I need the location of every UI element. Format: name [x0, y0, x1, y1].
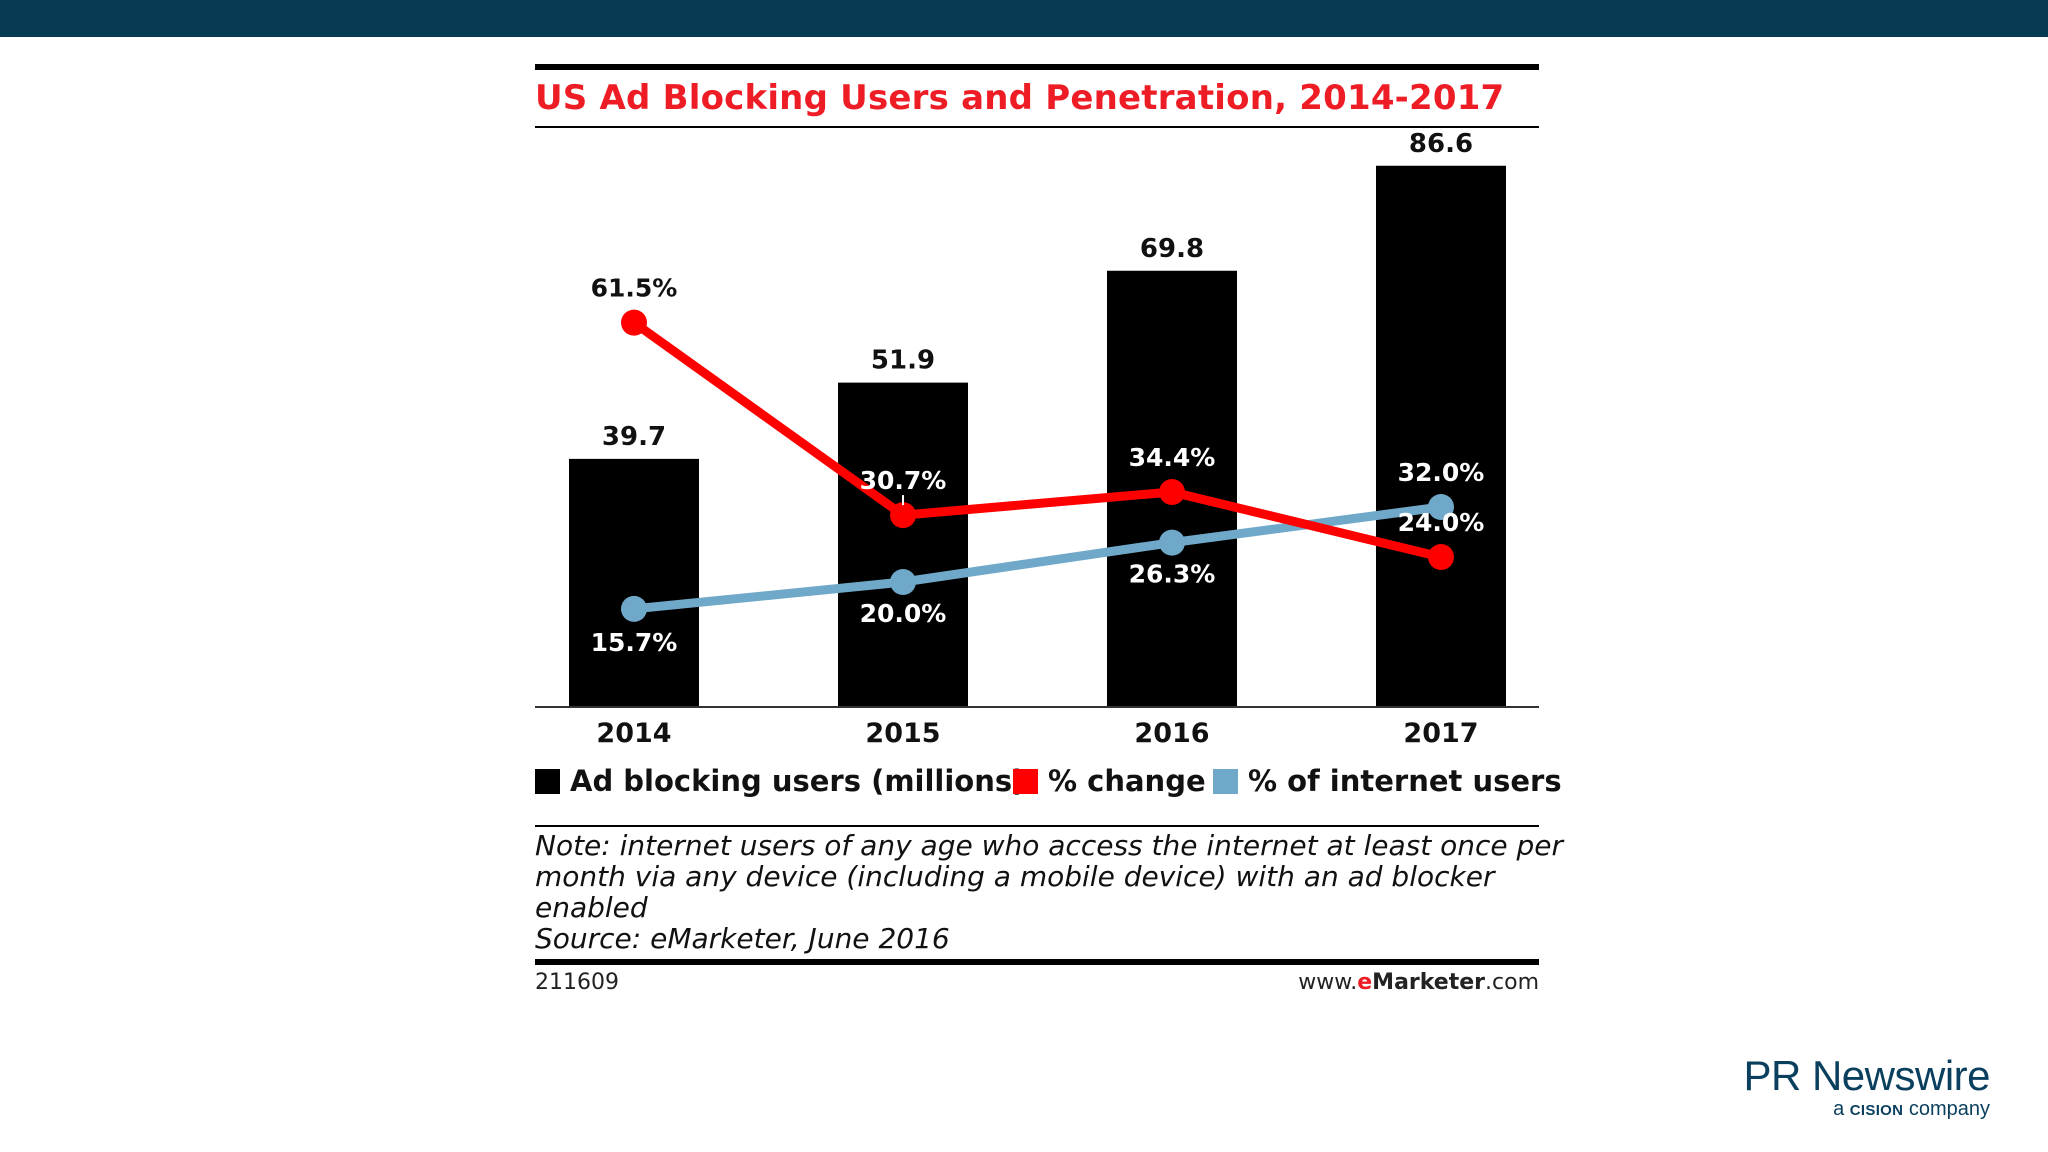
- legend-label-users: Ad blocking users (millions): [570, 764, 1026, 798]
- legend-item-change: % change: [1013, 764, 1206, 798]
- pct-change-label-2017: 24.0%: [1398, 508, 1485, 537]
- internet-users-line: [629, 502, 1446, 614]
- note-line-3: enabled: [535, 891, 648, 924]
- note-source: Source: eMarketer, June 2016: [535, 922, 950, 955]
- bar-value-label-2015: 51.9: [871, 346, 935, 376]
- tagline-prefix: a: [1833, 1098, 1845, 1120]
- pct-change-label-2015: 30.7%: [860, 466, 947, 495]
- pct-change-point-2014: [621, 309, 647, 336]
- pct-change-line: [629, 318, 1446, 562]
- x-tick-label-2016: 2016: [1134, 718, 1209, 749]
- chart-id: 211609: [535, 970, 619, 995]
- logo-wordmark: PR Newswire: [1743, 1052, 1990, 1099]
- url-suffix: .com: [1485, 970, 1539, 995]
- tagline-suffix: company: [1908, 1098, 1990, 1120]
- top-rule: [535, 64, 1539, 70]
- pct-change-point-2016: [1159, 479, 1185, 505]
- tagline-brand: CISION: [1849, 1102, 1904, 1119]
- legend-label-internet: % of internet users: [1248, 764, 1562, 798]
- footer-rule: [535, 959, 1539, 965]
- pct-change-point-2017: [1428, 544, 1454, 570]
- legend-label-change: % change: [1048, 764, 1206, 798]
- internet-users-label-2016: 26.3%: [1129, 560, 1216, 589]
- pct-change-label-2016: 34.4%: [1129, 443, 1216, 472]
- legend-item-internet: % of internet users: [1213, 764, 1562, 798]
- internet-users-point-2017: [1428, 494, 1454, 520]
- internet-users-label-2015: 20.0%: [860, 599, 947, 628]
- chart-title: US Ad Blocking Users and Penetration, 20…: [535, 78, 1505, 118]
- url-prefix: www.: [1298, 970, 1358, 995]
- chart-note: Note: internet users of any age who acce…: [535, 829, 1564, 955]
- internet-users-point-2015: [890, 569, 916, 595]
- url-brand: Marketer: [1372, 970, 1486, 995]
- x-tick-label-2015: 2015: [865, 718, 940, 749]
- note-top-rule: [535, 825, 1539, 827]
- x-tick-label-2017: 2017: [1403, 718, 1478, 749]
- bar-value-label-2017: 86.6: [1409, 129, 1473, 159]
- bar-2014: [569, 458, 699, 707]
- bar-value-label-2014: 39.7: [602, 422, 666, 452]
- source-url: www.eMarketer.com: [1290, 970, 1539, 995]
- note-line-2: month via any device (including a mobile…: [535, 860, 1495, 893]
- legend-swatch-users: [535, 768, 560, 794]
- internet-users-point-2016: [1159, 529, 1185, 556]
- internet-users-point-2014: [621, 595, 647, 622]
- logo-tagline: a CISION company: [1720, 1097, 1990, 1123]
- url-e: e: [1357, 970, 1373, 995]
- chart-slide: [0, 37, 2048, 1007]
- legend-item-users: Ad blocking users (millions): [535, 764, 1025, 798]
- pct-change-point-2015: [890, 502, 916, 529]
- legend-swatch-internet: [1213, 768, 1238, 794]
- bar-2015: [838, 382, 968, 707]
- prnewswire-logo: PR Newswire a CISION company: [1720, 1055, 1990, 1123]
- note-line-1: Note: internet users of any age who acce…: [535, 829, 1564, 862]
- internet-users-label-2017: 32.0%: [1398, 458, 1485, 487]
- internet-users-label-2014: 15.7%: [591, 628, 678, 657]
- chart-legend: Ad blocking users (millions) % change % …: [535, 764, 1562, 804]
- x-tick-label-2014: 2014: [596, 718, 671, 749]
- bar-2017: [1376, 165, 1506, 707]
- pct-change-label-2014: 61.5%: [591, 274, 678, 303]
- bar-value-label-2016: 69.8: [1140, 234, 1204, 264]
- legend-swatch-change: [1013, 768, 1038, 794]
- top-banner: [0, 0, 2048, 37]
- title-underline: [535, 126, 1539, 128]
